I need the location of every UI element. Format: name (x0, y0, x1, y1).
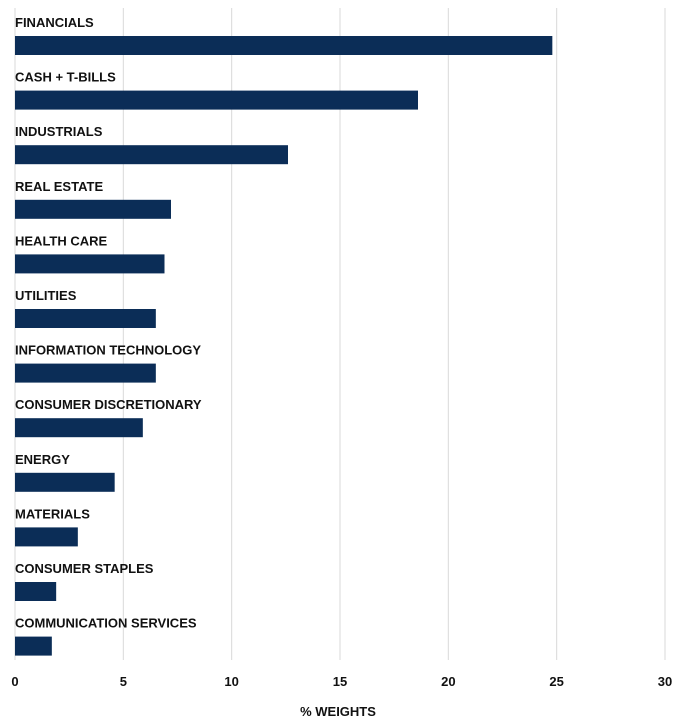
category-label: MATERIALS (15, 506, 90, 521)
category-label: INFORMATION TECHNOLOGY (15, 343, 201, 358)
category-label: REAL ESTATE (15, 179, 103, 194)
category-label: UTILITIES (15, 288, 77, 303)
bar (15, 90, 418, 110)
bar (15, 582, 57, 601)
category-label: CONSUMER STAPLES (15, 561, 154, 576)
category-label: COMMUNICATION SERVICES (15, 616, 197, 631)
x-tick-label: 0 (11, 674, 18, 689)
category-label: HEALTH CARE (15, 233, 108, 248)
bars (15, 36, 553, 656)
category-label: FINANCIALS (15, 15, 94, 30)
bar (15, 363, 156, 383)
bar (15, 36, 553, 55)
x-tick-labels: 0 5 10 15 20 25 30 (11, 674, 672, 689)
x-tick-label: 20 (441, 674, 455, 689)
bar (15, 145, 288, 165)
bar (15, 472, 115, 492)
bar (15, 309, 156, 328)
x-tick-label: 15 (333, 674, 347, 689)
category-labels: FINANCIALS CASH + T-BILLS INDUSTRIALS REAL … (15, 15, 202, 631)
bar (15, 636, 52, 656)
bar (15, 418, 143, 438)
x-tick-label: 25 (549, 674, 563, 689)
x-tick-label: 5 (120, 674, 127, 689)
gridlines (14, 8, 666, 660)
bar (15, 199, 171, 219)
x-tick-label: 10 (224, 674, 238, 689)
category-label: INDUSTRIALS (15, 124, 103, 139)
x-axis-title: % WEIGHTS (300, 704, 376, 719)
category-label: CONSUMER DISCRETIONARY (15, 397, 202, 412)
category-label: CASH + T-BILLS (15, 70, 116, 85)
bar (15, 527, 78, 547)
category-label: ENERGY (15, 452, 70, 467)
bar (15, 254, 165, 274)
x-tick-label: 30 (658, 674, 672, 689)
